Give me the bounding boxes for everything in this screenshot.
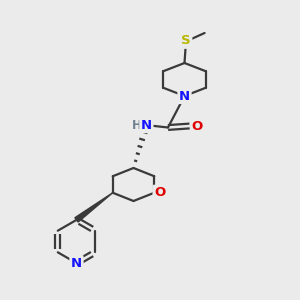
Text: H: H bbox=[132, 118, 142, 132]
Text: O: O bbox=[154, 186, 165, 199]
Text: N: N bbox=[179, 89, 190, 103]
Text: N: N bbox=[71, 256, 82, 270]
Text: S: S bbox=[181, 34, 191, 47]
Polygon shape bbox=[75, 193, 113, 222]
Text: N: N bbox=[141, 118, 152, 132]
Text: O: O bbox=[191, 119, 203, 133]
